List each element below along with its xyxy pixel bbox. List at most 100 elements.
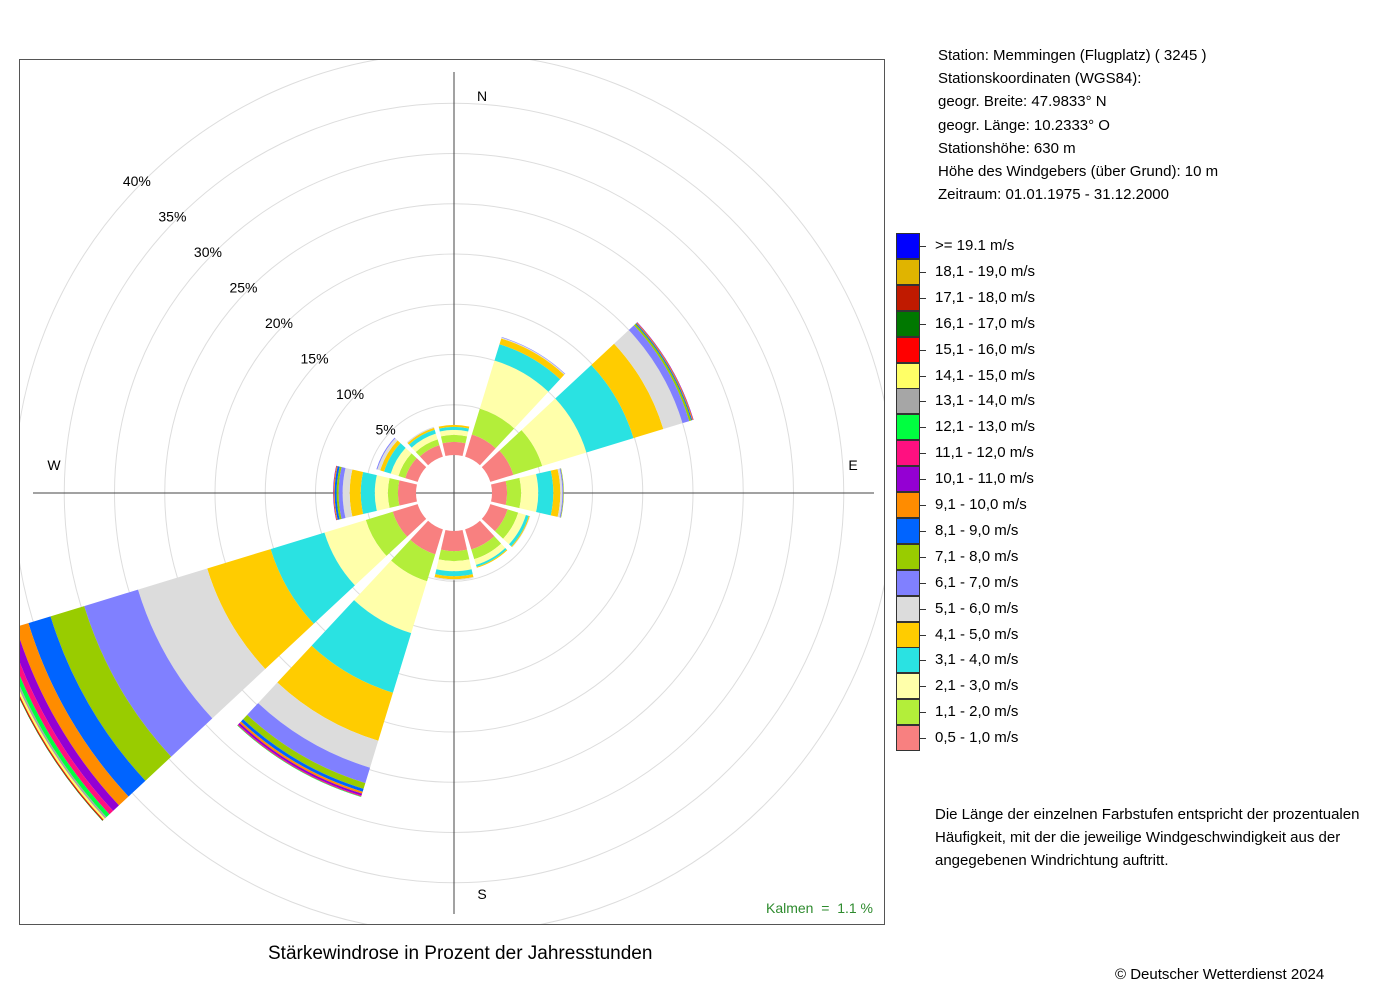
- wind-sector-band: [311, 600, 412, 693]
- wind-sector-band: [258, 682, 379, 768]
- legend-label: 12,1 - 13,0 m/s: [935, 418, 1036, 436]
- legend-swatch: [896, 621, 920, 648]
- radial-tick-label: 40%: [123, 173, 151, 189]
- wind-sector-band: [511, 515, 530, 548]
- wind-sector-band: [439, 426, 469, 432]
- note-line-3: angegebenen Windrichtung auftritt.: [935, 852, 1169, 869]
- wind-sector-band: [410, 520, 443, 555]
- wind-sector-band: [474, 543, 506, 565]
- wind-sector-band: [405, 458, 427, 482]
- legend-swatch: [896, 543, 920, 570]
- radial-tick-label: 15%: [301, 351, 329, 367]
- wind-sector-band: [481, 450, 514, 482]
- wind-sector-band: [440, 530, 468, 552]
- legend-swatch: [896, 699, 920, 726]
- legend-swatch: [896, 569, 920, 596]
- wind-sector-band: [465, 434, 496, 466]
- legend-swatch: [896, 595, 920, 622]
- wind-sector-band: [270, 532, 355, 624]
- legend-swatch: [896, 440, 920, 467]
- copyright-notice: © Deutscher Wetterdienst 2024: [1115, 966, 1325, 983]
- legend-label: 16,1 - 17,0 m/s: [935, 314, 1036, 332]
- wind-rose-svg: 5% 10% 15% 20% 25% 30% 35% 40% N E S W: [20, 60, 884, 924]
- compass-label: W: [47, 457, 61, 473]
- wind-rose-plot-area: 5% 10% 15% 20% 25% 30% 35% 40% N E S W Kalmen = 1.1…: [19, 59, 885, 925]
- legend-swatch: [896, 492, 920, 518]
- wind-sector-band: [408, 429, 436, 448]
- legend-tick: [920, 660, 926, 662]
- legend-tick: [920, 271, 926, 273]
- radial-tick-label: 5%: [375, 422, 395, 438]
- wind-sector-band: [519, 474, 539, 512]
- legend-label: 0,5 - 1,0 m/s: [935, 729, 1019, 747]
- wind-sector-band: [436, 559, 472, 572]
- radial-tick-label: 30%: [194, 244, 222, 260]
- wind-sector-band: [614, 330, 683, 429]
- wind-sector-band: [536, 470, 554, 516]
- legend-tick: [920, 556, 926, 558]
- wind-sector-band: [465, 520, 495, 550]
- radial-tick-label: 10%: [336, 386, 364, 402]
- legend-swatch: [896, 647, 920, 674]
- time-period: Zeitraum: 01.01.1975 - 31.12.2000: [938, 186, 1169, 203]
- wind-sector-band: [277, 645, 393, 741]
- wind-sector-band: [397, 480, 417, 506]
- compass-label: N: [477, 88, 487, 104]
- legend-label: 7,1 - 8,0 m/s: [935, 547, 1019, 565]
- legend-tick: [920, 479, 926, 481]
- calm-percentage-label: Kalmen = 1.1 %: [766, 900, 874, 916]
- legend-tick: [920, 530, 926, 532]
- wind-sector-band: [84, 589, 213, 757]
- wind-sector-band: [336, 466, 342, 520]
- legend-swatch: [896, 258, 920, 285]
- wind-sector-band: [419, 445, 443, 466]
- legend-tick: [920, 349, 926, 351]
- wind-sector-band: [392, 504, 427, 537]
- wind-sector-band: [434, 577, 474, 581]
- wind-sector-band: [475, 547, 507, 567]
- legend-label: >= 19.1 m/s: [935, 237, 1015, 254]
- legend-label: 14,1 - 15,0 m/s: [935, 366, 1036, 384]
- legend-label: 3,1 - 4,0 m/s: [935, 651, 1019, 669]
- wind-sector-band: [207, 549, 314, 670]
- wind-sector-band: [628, 325, 690, 424]
- station-name: Station: Memmingen (Flugplatz) ( 3245 ): [938, 47, 1207, 64]
- wind-sector-band: [550, 469, 561, 517]
- legend-label: 8,1 - 9,0 m/s: [935, 521, 1019, 539]
- wind-sector-band: [555, 364, 634, 453]
- wind-sector-band: [442, 441, 466, 456]
- legend-tick: [920, 634, 926, 636]
- station-coords-heading: Stationskoordinaten (WGS84):: [938, 70, 1142, 87]
- wind-sector-band: [505, 477, 522, 509]
- legend-tick: [920, 453, 926, 455]
- wind-sector-band: [508, 514, 529, 547]
- wind-sector-band: [387, 478, 400, 508]
- wind-sector-band: [471, 536, 502, 560]
- legend-label: 10,1 - 11,0 m/s: [935, 470, 1034, 488]
- legend-swatch: [896, 310, 920, 337]
- legend-tick: [920, 375, 926, 377]
- wind-sector-band: [407, 427, 435, 445]
- radial-tick-label: 20%: [265, 315, 293, 331]
- wind-sector-band: [591, 343, 664, 439]
- legend-swatch: [896, 362, 920, 389]
- legend-label: 17,1 - 18,0 m/s: [935, 288, 1036, 306]
- compass-label: E: [848, 457, 857, 473]
- wind-sector-band: [479, 360, 549, 429]
- radial-tick-label: 35%: [158, 208, 186, 224]
- legend-tick: [920, 246, 926, 247]
- wind-sector-band: [333, 465, 338, 521]
- legend-swatch: [896, 466, 920, 493]
- legend-swatch: [896, 517, 920, 544]
- wind-sector-band: [434, 574, 474, 580]
- legend-label: 13,1 - 14,0 m/s: [935, 392, 1036, 410]
- legend-label: 5,1 - 6,0 m/s: [935, 599, 1019, 617]
- note-line-1: Die Länge der einzelnen Farbstufen entsp…: [935, 806, 1360, 823]
- wind-sector-band: [439, 429, 469, 437]
- legend-tick: [920, 608, 926, 610]
- wind-sector-band: [333, 465, 337, 521]
- wind-sector-band: [374, 475, 390, 511]
- wind-sector-band: [342, 467, 353, 519]
- wind-sector-band: [491, 481, 508, 505]
- station-latitude: geogr. Breite: 47.9833° N: [938, 93, 1107, 110]
